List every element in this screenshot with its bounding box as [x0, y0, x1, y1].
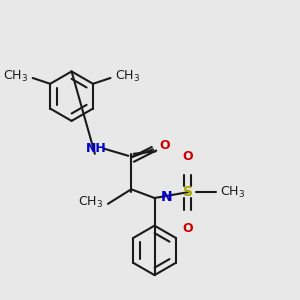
Text: CH$_3$: CH$_3$ [3, 69, 29, 84]
Text: O: O [183, 222, 193, 235]
Text: N: N [161, 190, 172, 204]
Text: O: O [160, 139, 170, 152]
Text: S: S [183, 185, 193, 199]
Text: O: O [183, 149, 193, 163]
Text: CH$_3$: CH$_3$ [115, 69, 140, 84]
Text: NH: NH [86, 142, 107, 155]
Text: CH$_3$: CH$_3$ [220, 184, 245, 200]
Text: CH$_3$: CH$_3$ [79, 195, 104, 210]
